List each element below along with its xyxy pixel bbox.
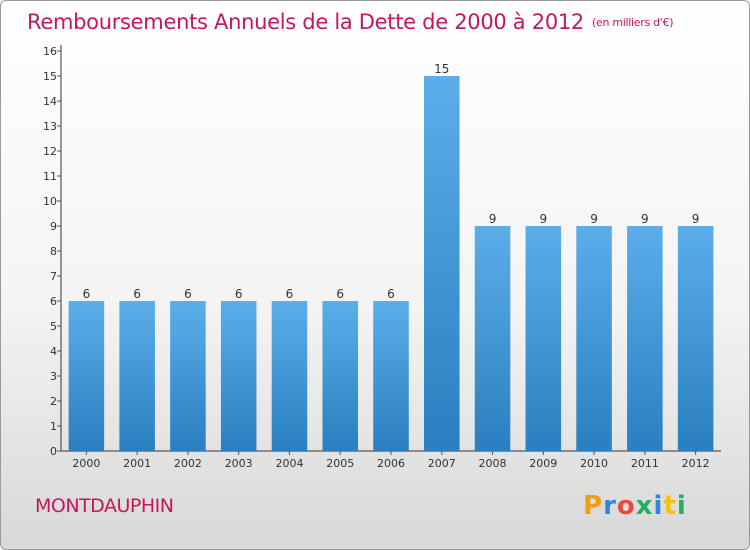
logo-letter: i	[676, 491, 687, 521]
x-tick-label-2008: 2008	[479, 457, 507, 470]
logo-letter: o	[616, 491, 636, 521]
bar-2006	[373, 301, 409, 451]
logo-letter: r	[603, 491, 617, 521]
bar-2011	[627, 226, 663, 451]
data-label-2010: 9	[590, 212, 598, 226]
data-label-2008: 9	[489, 212, 497, 226]
data-label-2001: 6	[133, 287, 141, 301]
y-tick-label: 14	[43, 95, 57, 108]
y-tick-label: 13	[43, 120, 57, 133]
y-tick-label: 8	[50, 245, 57, 258]
data-label-2007: 15	[434, 62, 449, 76]
y-tick-label: 12	[43, 145, 57, 158]
x-tick-label-2007: 2007	[428, 457, 456, 470]
logo-letter: x	[635, 491, 654, 521]
data-label-2003: 6	[235, 287, 243, 301]
x-tick-label-2000: 2000	[72, 457, 100, 470]
y-tick-label: 3	[50, 370, 57, 383]
data-label-2012: 9	[692, 212, 700, 226]
chart-title: Remboursements Annuels de la Dette de 20…	[27, 10, 673, 34]
bar-2003	[220, 301, 257, 451]
x-tick-label-2005: 2005	[326, 457, 354, 470]
x-tick-label-2002: 2002	[174, 457, 202, 470]
x-tick-label-2012: 2012	[682, 457, 710, 470]
data-label-2005: 6	[336, 287, 344, 301]
chart-title-text: Remboursements Annuels de la Dette de 20…	[27, 10, 584, 34]
data-label-2006: 6	[387, 287, 395, 301]
x-tick-label-2001: 2001	[123, 457, 151, 470]
bar-2012	[677, 226, 714, 451]
bar-2007	[424, 76, 460, 451]
data-label-2000: 6	[83, 287, 91, 301]
bar-2001	[119, 301, 155, 451]
data-label-2002: 6	[184, 287, 192, 301]
x-tick-label-2011: 2011	[631, 457, 659, 470]
data-label-2009: 9	[539, 212, 547, 226]
y-tick-label: 16	[43, 45, 57, 58]
y-tick-label: 7	[50, 270, 57, 283]
logo-letter: i	[653, 491, 664, 521]
bar-2000	[68, 301, 105, 451]
x-tick-label-2004: 2004	[275, 457, 303, 470]
y-tick-label: 1	[50, 420, 57, 433]
y-tick-label: 9	[50, 220, 57, 233]
logo-letter: P	[583, 491, 604, 521]
y-tick-label: 6	[50, 295, 57, 308]
x-tick-label-2006: 2006	[377, 457, 405, 470]
bar-2002	[170, 301, 206, 451]
y-tick-label: 5	[50, 320, 57, 333]
bar-2010	[576, 226, 612, 451]
y-tick-label: 10	[43, 195, 57, 208]
x-tick-label-2010: 2010	[580, 457, 608, 470]
x-tick-label-2009: 2009	[529, 457, 557, 470]
chart-subtitle: (en milliers d'€)	[592, 16, 674, 29]
bar-2004	[271, 301, 308, 451]
y-tick-label: 4	[50, 345, 57, 358]
town-name: MONTDAUPHIN	[35, 495, 174, 517]
data-label-2004: 6	[286, 287, 294, 301]
x-tick-label-2003: 2003	[225, 457, 253, 470]
bar-2009	[525, 226, 562, 451]
proxiti-logo: Proxiti	[583, 491, 687, 521]
y-tick-label: 2	[50, 395, 57, 408]
data-label-2011: 9	[641, 212, 649, 226]
bar-2008	[474, 226, 511, 451]
logo-letter: t	[663, 491, 677, 521]
bar-2005	[322, 301, 358, 451]
y-tick-label: 15	[43, 70, 57, 83]
y-tick-label: 0	[50, 445, 57, 458]
y-tick-label: 11	[43, 170, 57, 183]
